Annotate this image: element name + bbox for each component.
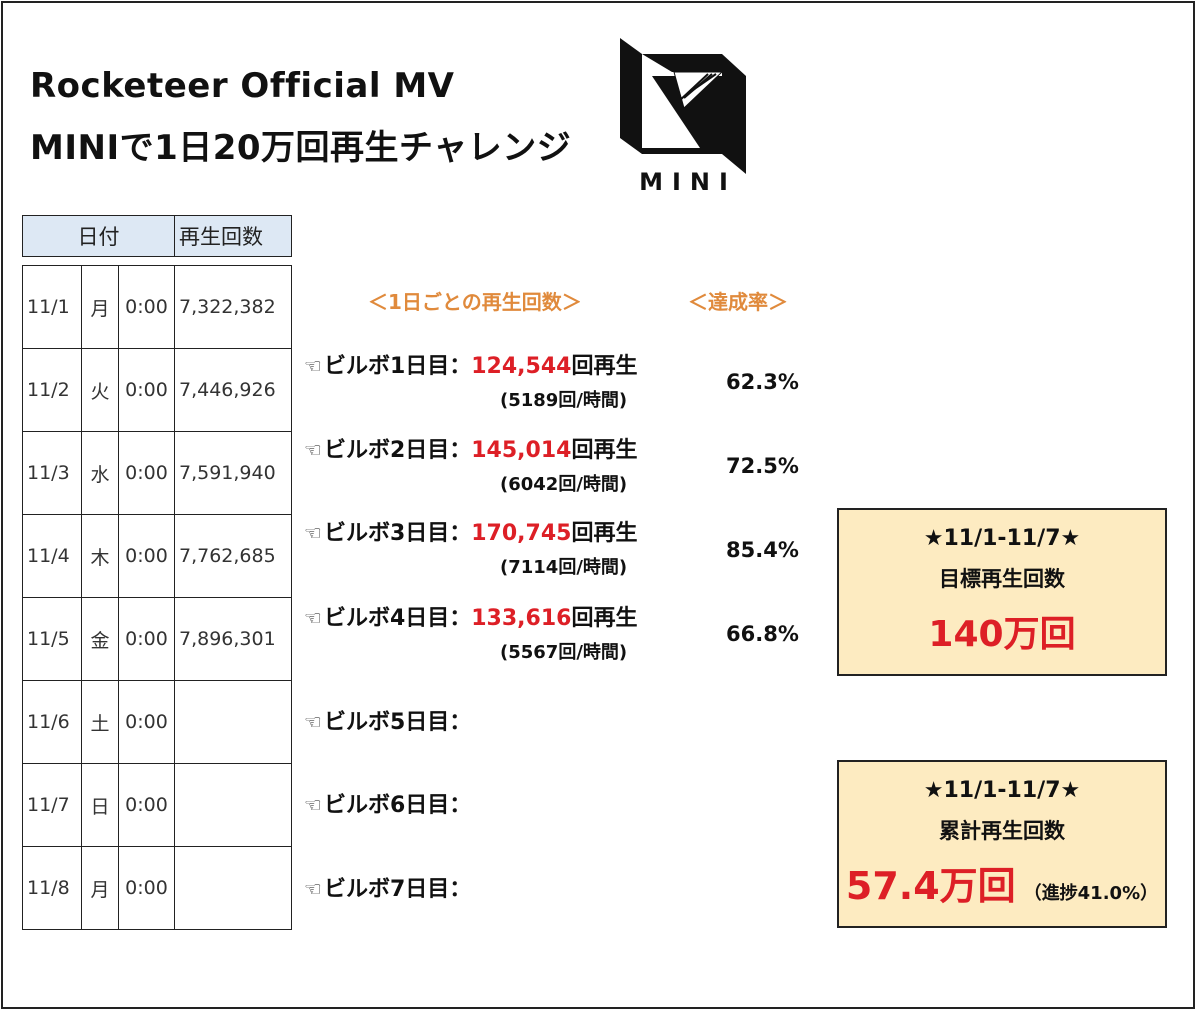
- row-date: 11/7: [22, 763, 82, 847]
- row-time: 0:00: [118, 846, 175, 930]
- total-period: ★11/1-11/7★: [923, 778, 1081, 803]
- row-date: 11/5: [22, 597, 82, 681]
- day-plays: 133,616: [471, 606, 572, 631]
- row-plays: 7,322,382: [174, 265, 292, 349]
- target-plays-box: ★11/1-11/7★ 目標再生回数 140万回: [837, 508, 1167, 676]
- day-plays: 145,014: [471, 438, 572, 463]
- row-time: 0:00: [118, 348, 175, 432]
- pointing-hand-icon: ☜: [304, 710, 322, 734]
- row-date: 11/3: [22, 431, 82, 515]
- row-time: 0:00: [118, 431, 175, 515]
- day-plays-suffix: 回再生: [571, 606, 638, 631]
- table-row: 11/4 木 0:00 7,762,685: [22, 514, 292, 598]
- progress-note: （進捗41.0%）: [1023, 883, 1159, 904]
- row-weekday: 水: [81, 431, 119, 515]
- day-rate: 72.5%: [726, 454, 799, 478]
- total-plays-box: ★11/1-11/7★ 累計再生回数 57.4万回 （進捗41.0%）: [837, 760, 1167, 928]
- day-rate: 66.8%: [726, 622, 799, 646]
- day-per-hour: (5567回/時間): [500, 642, 628, 663]
- table-row: 11/7 日 0:00: [22, 763, 292, 847]
- row-weekday: 日: [81, 763, 119, 847]
- pointing-hand-icon: ☜: [304, 793, 322, 817]
- row-plays: [174, 846, 292, 930]
- row-time: 0:00: [118, 597, 175, 681]
- day-plays-suffix: 回再生: [571, 354, 638, 379]
- plays-header: 再生回数: [174, 215, 292, 257]
- day-label: ビルボ6日目：: [323, 793, 472, 818]
- pointing-hand-icon: ☜: [304, 521, 322, 545]
- day-plays: 124,544: [471, 354, 572, 379]
- pointing-hand-icon: ☜: [304, 877, 322, 901]
- target-label: 目標再生回数: [939, 567, 1065, 591]
- table-row: 11/8 月 0:00: [22, 846, 292, 930]
- target-period: ★11/1-11/7★: [923, 526, 1081, 551]
- row-plays: 7,896,301: [174, 597, 292, 681]
- row-plays: [174, 680, 292, 764]
- row-plays: 7,446,926: [174, 348, 292, 432]
- table-row: 11/2 火 0:00 7,446,926: [22, 348, 292, 432]
- row-time: 0:00: [118, 680, 175, 764]
- row-weekday: 金: [81, 597, 119, 681]
- pointing-hand-icon: ☜: [304, 354, 322, 378]
- page-subtitle: MINIで1日20万回再生チャレンジ: [30, 128, 572, 168]
- day-rate: 85.4%: [726, 538, 799, 562]
- day-entry: ☜ビルボ5日目：: [304, 704, 471, 736]
- day-plays: 170,745: [471, 521, 572, 546]
- day-label: ビルボ7日目：: [323, 877, 472, 902]
- day-entry: ☜ビルボ7日目：: [304, 871, 471, 903]
- table-row: 11/5 金 0:00 7,896,301: [22, 597, 292, 681]
- row-weekday: 月: [81, 846, 119, 930]
- date-header: 日付: [22, 215, 175, 257]
- target-value: 140万回: [928, 614, 1076, 655]
- row-plays: 7,591,940: [174, 431, 292, 515]
- day-label: ビルボ5日目：: [323, 710, 472, 735]
- row-date: 11/1: [22, 265, 82, 349]
- achievement-rate-header: ＜達成率＞: [688, 290, 788, 314]
- day-label: ビルボ1日目：: [323, 354, 472, 379]
- daily-plays-header: ＜1日ごとの再生回数＞: [368, 290, 582, 314]
- day-plays-suffix: 回再生: [571, 521, 638, 546]
- day-per-hour: (5189回/時間): [500, 390, 628, 411]
- row-time: 0:00: [118, 763, 175, 847]
- day-entry: ☜ビルボ1日目：124,544回再生 (5189回/時間): [304, 348, 637, 412]
- day-entry: ☜ビルボ4日目：133,616回再生 (5567回/時間): [304, 600, 637, 664]
- page-title: Rocketeer Official MV: [30, 66, 455, 106]
- mini-logo-icon: [620, 38, 746, 174]
- day-plays-suffix: 回再生: [571, 438, 638, 463]
- row-weekday: 火: [81, 348, 119, 432]
- row-date: 11/4: [22, 514, 82, 598]
- day-entry: ☜ビルボ3日目：170,745回再生 (7114回/時間): [304, 515, 637, 579]
- row-date: 11/2: [22, 348, 82, 432]
- row-plays: [174, 763, 292, 847]
- total-label: 累計再生回数: [939, 819, 1065, 843]
- pointing-hand-icon: ☜: [304, 438, 322, 462]
- day-entry: ☜ビルボ6日目：: [304, 787, 471, 819]
- day-per-hour: (6042回/時間): [500, 474, 628, 495]
- table-row: 11/1 月 0:00 7,322,382: [22, 265, 292, 349]
- day-entry: ☜ビルボ2日目：145,014回再生 (6042回/時間): [304, 432, 637, 496]
- day-rate: 62.3%: [726, 370, 799, 394]
- day-per-hour: (7114回/時間): [500, 557, 628, 578]
- day-label: ビルボ3日目：: [323, 521, 472, 546]
- row-plays: 7,762,685: [174, 514, 292, 598]
- row-weekday: 木: [81, 514, 119, 598]
- logo-text: MINI: [639, 168, 737, 196]
- table-row: 11/3 水 0:00 7,591,940: [22, 431, 292, 515]
- day-label: ビルボ2日目：: [323, 438, 472, 463]
- row-weekday: 土: [81, 680, 119, 764]
- daily-plays-table: 日付 再生回数 11/1 月 0:00 7,322,382 11/2 火 0:0…: [22, 215, 292, 930]
- row-time: 0:00: [118, 265, 175, 349]
- day-label: ビルボ4日目：: [323, 606, 472, 631]
- row-date: 11/8: [22, 846, 82, 930]
- table-header-row: 日付 再生回数: [22, 215, 292, 257]
- row-weekday: 月: [81, 265, 119, 349]
- total-value: 57.4万回: [845, 864, 1016, 908]
- pointing-hand-icon: ☜: [304, 606, 322, 630]
- table-row: 11/6 土 0:00: [22, 680, 292, 764]
- row-time: 0:00: [118, 514, 175, 598]
- row-date: 11/6: [22, 680, 82, 764]
